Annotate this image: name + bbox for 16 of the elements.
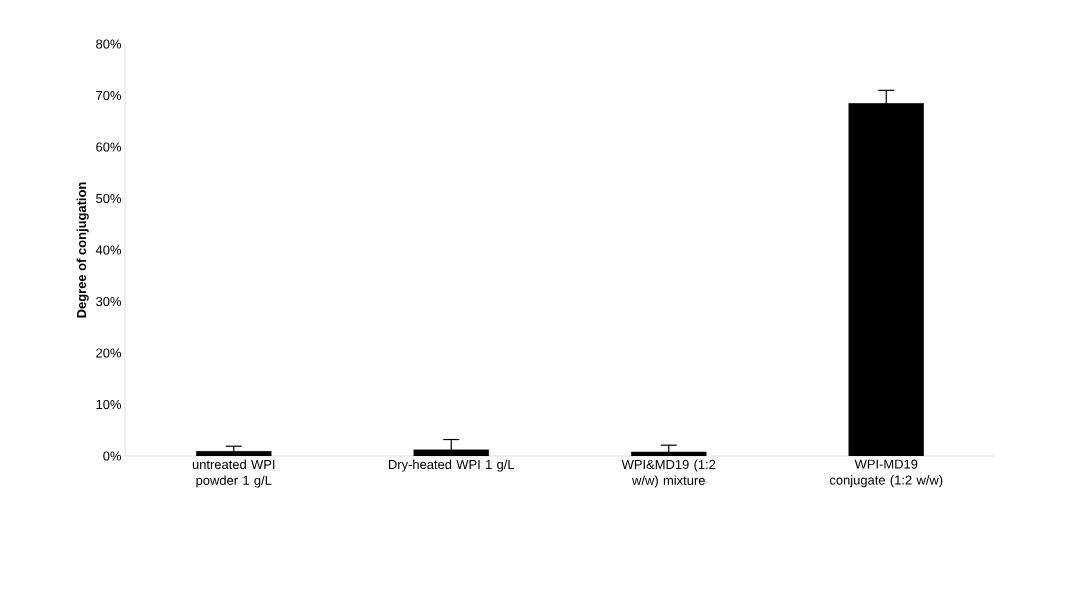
y-tick-label: 20%	[96, 348, 122, 358]
x-tick-label: untreated WPI powder 1 g/L	[192, 459, 275, 488]
y-tick-label: 50%	[96, 193, 122, 204]
y-tick-label: 60%	[96, 142, 122, 152]
y-tick-label: 10%	[96, 399, 122, 410]
y-tick-label: 30%	[96, 296, 122, 307]
y-axis-title: Degree of conjugation	[76, 182, 89, 318]
x-tick-label: Dry-heated WPI 1 g/L	[388, 459, 515, 472]
y-tick-label: 40%	[95, 245, 122, 255]
bar	[848, 103, 924, 456]
bar	[196, 451, 272, 456]
y-tick-label: 0%	[103, 451, 122, 461]
y-tick-label: 70%	[96, 90, 122, 101]
x-tick-label: WPI&MD19 (1:2 w/w) mixture	[621, 459, 716, 488]
y-tick-label: 80%	[96, 39, 122, 49]
x-tick-label: WPI-MD19 conjugate (1:2 w/w)	[829, 459, 943, 488]
